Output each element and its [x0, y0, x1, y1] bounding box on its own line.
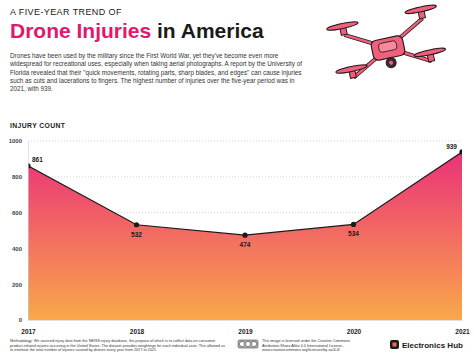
- data-label: 534: [348, 230, 359, 237]
- title-rest: in America: [157, 19, 264, 42]
- x-tick: 2020: [347, 320, 362, 335]
- drone-propeller: [405, 4, 437, 16]
- y-tick-label: 400: [12, 246, 23, 252]
- data-label: 939: [446, 143, 457, 150]
- marker: [459, 149, 462, 154]
- subtitle: A FIVE-YEAR TREND OF: [10, 7, 122, 17]
- drone-propeller: [335, 63, 367, 75]
- drone-top: [378, 40, 397, 53]
- description-line: such as cuts and lacerations to fingers.…: [10, 77, 295, 85]
- y-tick-label: 800: [12, 174, 23, 180]
- drone-illustration: [326, 4, 447, 82]
- y-axis-title: INJURY COUNT: [10, 122, 66, 129]
- marker: [242, 233, 247, 238]
- y-tick-label: 0: [19, 317, 23, 323]
- brand-icon: [390, 340, 399, 349]
- marker: [351, 222, 356, 227]
- data-label: 532: [131, 231, 142, 238]
- chart-root: A FIVE-YEAR TREND OF Drone Injuries in Am…: [0, 0, 474, 357]
- license: This image is licensed under the Creativ…: [262, 339, 350, 352]
- footnote: Methodology: We sourced injury data from…: [10, 339, 225, 352]
- marker: [134, 222, 139, 227]
- drone-camera: [385, 57, 397, 69]
- brand: Electronics Hub: [402, 341, 463, 350]
- y-axis-line: [28, 142, 29, 321]
- grid-line: [28, 141, 462, 142]
- grid-line: [28, 176, 462, 177]
- y-axis: 0 200 400 600 800 1000: [9, 138, 29, 323]
- description-line: Florida revealed that their "quick movem…: [10, 69, 302, 77]
- y-tick: 1000: [9, 138, 28, 144]
- x-axis: 2017 2018 2019 2020 2021: [21, 320, 470, 335]
- x-tick: 2018: [130, 320, 145, 335]
- drone-propeller: [326, 20, 358, 32]
- footnote-line: Methodology: We sourced injury data from…: [10, 339, 216, 343]
- x-tick: 2021: [455, 320, 470, 335]
- title-highlight: Drone Injuries: [10, 19, 157, 42]
- grid: [28, 141, 462, 320]
- x-tick: 2017: [21, 320, 36, 335]
- license-icon: [238, 340, 258, 348]
- footnote-line: to estimate the total number of injuries…: [10, 348, 157, 352]
- data-label: 474: [240, 241, 251, 248]
- x-tick: 2019: [238, 320, 253, 335]
- brand-icon-inner: [393, 343, 397, 347]
- description: Drones have been used by the military si…: [9, 52, 302, 92]
- y-tick-label: 200: [12, 282, 23, 288]
- drone-propeller: [414, 47, 446, 59]
- license-icon-dot: [239, 341, 244, 346]
- data-label: 861: [32, 156, 43, 163]
- line: [28, 152, 462, 235]
- drone-body: [370, 35, 405, 61]
- license-icon-dot: [245, 341, 250, 346]
- x-tick-label: 2017: [21, 328, 36, 335]
- drone-lens: [389, 60, 394, 65]
- footnote-line: product-related injuries occurring in th…: [10, 344, 225, 348]
- license-icon-box: [238, 340, 258, 348]
- y-tick: 800: [12, 174, 28, 180]
- y-tick-label: 1000: [9, 138, 23, 144]
- data-labels: 861 532 474 534 939: [32, 143, 457, 248]
- license-line: www.creativecommons.org/licenses/by-sa/4…: [262, 348, 341, 352]
- plot-area: [28, 149, 462, 320]
- description-line: 2021, with 939.: [10, 85, 53, 92]
- license-line: This image is licensed under the Creativ…: [262, 339, 350, 343]
- x-tick-label: 2018: [130, 328, 145, 335]
- y-tick: 200: [12, 282, 28, 288]
- y-tick: 600: [12, 210, 28, 216]
- area: [28, 152, 462, 320]
- description-line: widespread for recreational uses, especi…: [9, 60, 302, 68]
- brand-icon-box: [390, 340, 399, 349]
- license-line: Attribution-Share Alike 4.0 Internationa…: [262, 344, 345, 348]
- y-tick: 400: [12, 246, 28, 252]
- x-tick-label: 2019: [238, 328, 253, 335]
- x-axis-line: [29, 320, 463, 321]
- title: Drone Injuries in America: [10, 19, 264, 42]
- license-icon-dot: [251, 341, 256, 346]
- x-tick-label: 2021: [455, 328, 470, 335]
- y-tick: 0: [19, 317, 28, 323]
- x-tick-label: 2020: [347, 328, 362, 335]
- description-line: Drones have been used by the military si…: [10, 52, 279, 60]
- y-tick-label: 600: [12, 210, 23, 216]
